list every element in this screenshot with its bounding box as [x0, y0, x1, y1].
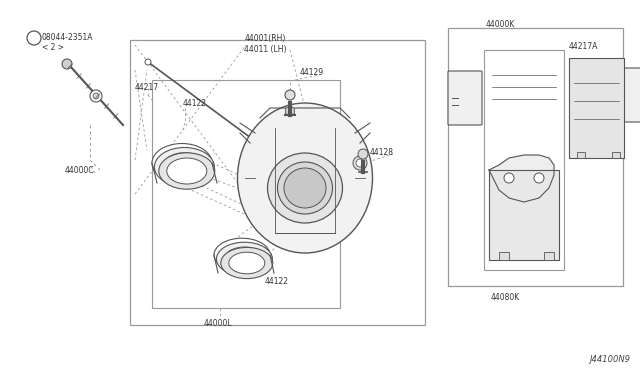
- Circle shape: [62, 59, 72, 69]
- Ellipse shape: [225, 247, 264, 271]
- Text: 08044-2351A
< 2 >: 08044-2351A < 2 >: [42, 33, 93, 52]
- Circle shape: [145, 59, 151, 65]
- Bar: [448, 28, 623, 286]
- Text: 44129: 44129: [300, 67, 324, 77]
- Text: 44001(RH)
44011 (LH): 44001(RH) 44011 (LH): [244, 34, 286, 54]
- Ellipse shape: [167, 158, 207, 184]
- Ellipse shape: [216, 242, 273, 276]
- Bar: [484, 50, 564, 270]
- Ellipse shape: [152, 144, 212, 183]
- Bar: [577, 152, 585, 158]
- Ellipse shape: [160, 149, 204, 177]
- Ellipse shape: [278, 162, 333, 214]
- Circle shape: [27, 31, 41, 45]
- Polygon shape: [489, 155, 554, 202]
- Ellipse shape: [154, 148, 214, 186]
- Circle shape: [93, 93, 99, 99]
- Polygon shape: [285, 106, 294, 116]
- Circle shape: [285, 90, 295, 100]
- Ellipse shape: [221, 247, 273, 279]
- Ellipse shape: [163, 153, 206, 181]
- Bar: [569, 58, 624, 158]
- Circle shape: [534, 173, 544, 183]
- Bar: [544, 252, 554, 260]
- Text: B: B: [31, 35, 36, 41]
- Text: 44122: 44122: [265, 278, 289, 286]
- Text: 44122: 44122: [183, 99, 207, 108]
- Text: 44217: 44217: [135, 83, 159, 92]
- Circle shape: [356, 159, 364, 167]
- Circle shape: [90, 90, 102, 102]
- Text: 44000L: 44000L: [204, 318, 232, 327]
- Bar: [130, 40, 425, 325]
- Ellipse shape: [284, 168, 326, 208]
- Text: 44128: 44128: [370, 148, 394, 157]
- Bar: [499, 252, 509, 260]
- FancyBboxPatch shape: [617, 68, 640, 122]
- Ellipse shape: [237, 103, 372, 253]
- Bar: [489, 170, 559, 260]
- FancyBboxPatch shape: [448, 71, 482, 125]
- Bar: [152, 80, 340, 308]
- Ellipse shape: [214, 238, 270, 272]
- Ellipse shape: [159, 153, 215, 189]
- Circle shape: [353, 156, 367, 170]
- Text: J44100N9: J44100N9: [589, 356, 630, 365]
- Ellipse shape: [229, 252, 265, 274]
- Circle shape: [504, 173, 514, 183]
- Ellipse shape: [268, 153, 342, 223]
- Text: 44080K: 44080K: [490, 292, 520, 301]
- Circle shape: [358, 149, 368, 159]
- Bar: [612, 152, 620, 158]
- Text: 44000C: 44000C: [65, 166, 95, 174]
- Text: 44000K: 44000K: [485, 19, 515, 29]
- Ellipse shape: [222, 243, 262, 267]
- Text: 44217A: 44217A: [569, 42, 598, 51]
